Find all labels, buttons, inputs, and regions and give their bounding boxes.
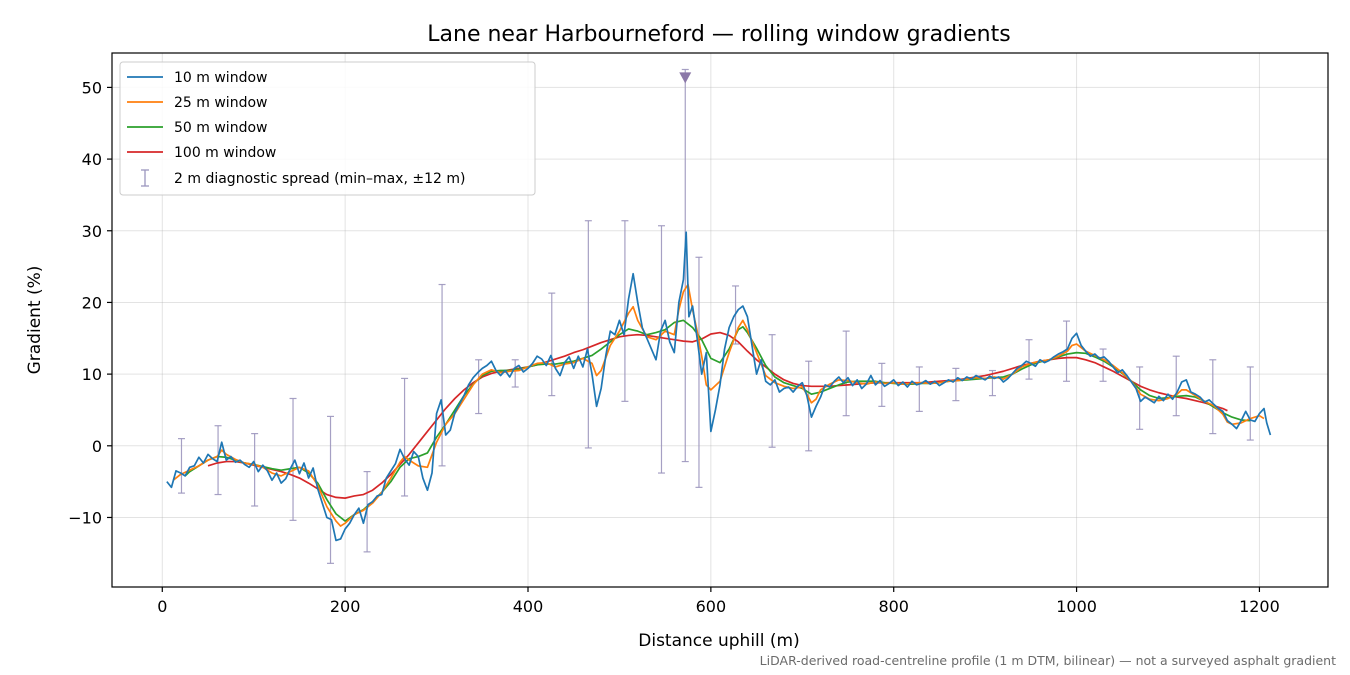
legend-box — [119, 61, 536, 196]
y-axis-label: Gradient (%) — [25, 266, 45, 375]
legend-label-10m: 10 m window — [174, 70, 267, 86]
error-bar — [878, 362, 886, 407]
chart-footnote: LiDAR-derived road-centreline profile (1… — [760, 653, 1336, 668]
error-bar — [657, 225, 665, 474]
error-bar — [915, 366, 923, 412]
y-tick-label: 40 — [82, 150, 102, 169]
y-tick-label: −10 — [68, 508, 102, 527]
error-bar — [842, 330, 850, 417]
error-bar — [988, 369, 996, 397]
error-bar — [401, 377, 409, 497]
error-bar — [1246, 366, 1254, 441]
error-bar — [327, 415, 335, 564]
x-tick-label: 200 — [330, 597, 361, 616]
error-bar — [1025, 339, 1033, 380]
y-tick-label: 50 — [82, 78, 102, 97]
error-bar — [768, 334, 776, 448]
y-tick-label: 0 — [92, 437, 102, 456]
peak-marker — [679, 72, 692, 84]
error-bar — [177, 438, 185, 494]
x-tick-label: 0 — [157, 597, 167, 616]
y-tick-label: 10 — [82, 365, 102, 384]
error-bar — [681, 68, 689, 463]
error-bar — [1172, 355, 1180, 417]
chart-title: Lane near Harbourneford — rolling window… — [427, 22, 1010, 47]
error-bar — [438, 283, 446, 467]
x-tick-label: 1000 — [1056, 597, 1097, 616]
peak-marker-layer — [679, 72, 692, 84]
series-line-1 — [172, 283, 1265, 527]
x-axis-ticks: 0 200 400 600 800 1000 1200 — [157, 587, 1280, 616]
error-bar — [1209, 359, 1217, 435]
error-bar — [952, 367, 960, 402]
x-tick-label: 400 — [513, 597, 544, 616]
series-line-3 — [207, 331, 1228, 499]
legend-label-25m: 25 m window — [174, 95, 267, 111]
series-lines — [166, 231, 1272, 542]
error-bar — [251, 433, 259, 507]
error-bar — [475, 359, 483, 415]
series-line-0 — [166, 231, 1272, 542]
x-tick-label: 1200 — [1239, 597, 1280, 616]
error-bar — [289, 397, 297, 521]
error-bar — [695, 256, 703, 488]
legend-label-50m: 50 m window — [174, 120, 267, 136]
error-bar — [548, 292, 556, 397]
y-axis-ticks: −10 0 10 20 30 40 50 — [68, 78, 112, 527]
y-tick-label: 20 — [82, 293, 102, 312]
legend: 10 m window 25 m window 50 m window 100 … — [119, 61, 536, 196]
plot-frame — [111, 52, 1329, 588]
x-tick-label: 800 — [878, 597, 909, 616]
error-bar — [621, 220, 629, 402]
legend-label-100m: 100 m window — [174, 145, 276, 161]
legend-swatch-errorbar — [141, 169, 149, 187]
error-bar — [584, 220, 592, 449]
x-axis-label: Distance uphill (m) — [638, 631, 799, 651]
y-tick-label: 30 — [82, 222, 102, 241]
x-tick-label: 600 — [696, 597, 727, 616]
legend-label-errorbar: 2 m diagnostic spread (min–max, ±12 m) — [174, 171, 465, 187]
error-bar — [511, 359, 519, 388]
error-bar — [1099, 348, 1107, 382]
